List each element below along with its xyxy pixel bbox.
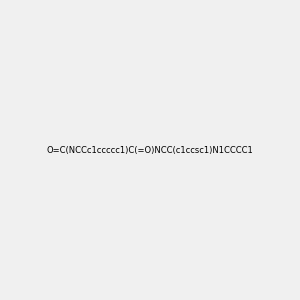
Text: O=C(NCCc1ccccc1)C(=O)NCC(c1ccsc1)N1CCCC1: O=C(NCCc1ccccc1)C(=O)NCC(c1ccsc1)N1CCCC1 — [46, 146, 253, 154]
